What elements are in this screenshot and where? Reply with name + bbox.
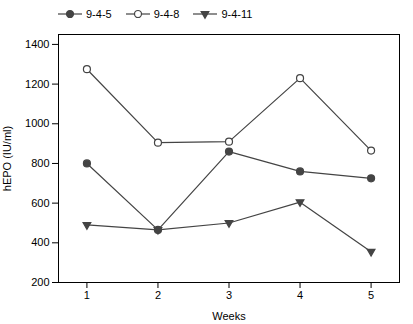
svg-text:200: 200 (31, 276, 49, 288)
svg-text:3: 3 (226, 289, 232, 301)
svg-text:800: 800 (31, 157, 49, 169)
svg-text:400: 400 (31, 236, 49, 248)
svg-text:Weeks: Weeks (212, 310, 246, 322)
svg-text:1200: 1200 (25, 78, 49, 90)
svg-text:600: 600 (31, 197, 49, 209)
svg-text:2: 2 (155, 289, 161, 301)
svg-text:hEPO (IU/ml): hEPO (IU/ml) (1, 126, 13, 191)
svg-text:1400: 1400 (25, 38, 49, 50)
html-text:9-4-5: 9-4-5 (86, 8, 112, 20)
html-text:9-4-8: 9-4-8 (153, 8, 180, 20)
svg-text:4: 4 (297, 289, 303, 301)
svg-text:5: 5 (368, 289, 374, 301)
svg-text:1000: 1000 (25, 117, 49, 129)
svg-text:1: 1 (84, 289, 90, 301)
html-text:9-4-11: 9-4-11 (221, 8, 253, 20)
